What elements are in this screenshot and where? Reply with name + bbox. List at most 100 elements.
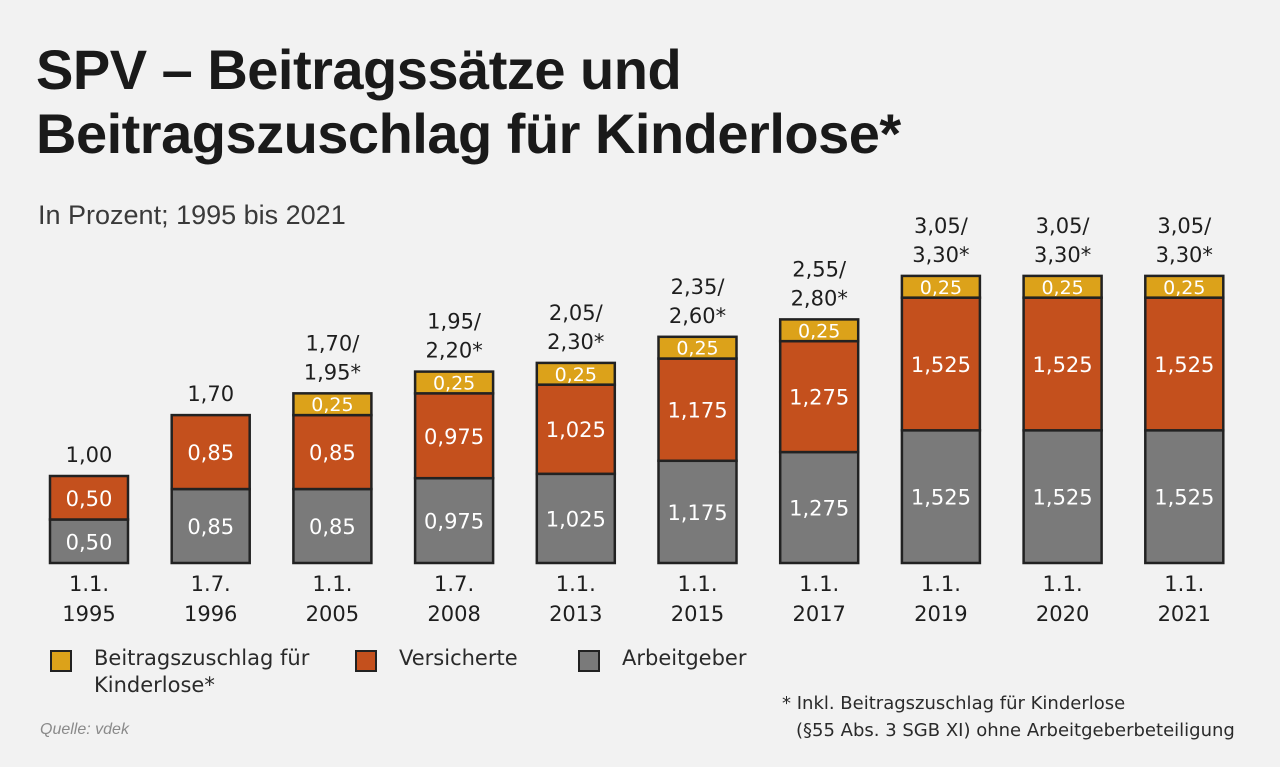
- bar-segment-zuschlag-8: [1022, 274, 1103, 299]
- x-tick-year-4: 2013: [549, 602, 602, 626]
- bar-segment-zuschlag-6: [778, 318, 860, 343]
- x-tick-date-3: 1.7.: [434, 572, 474, 596]
- total-label-6-1: 2,80*: [791, 286, 848, 310]
- footnote-line-1: * Inkl. Beitragszuschlag für Kinderlose: [782, 693, 1126, 714]
- x-tick-year-0: 1995: [62, 602, 115, 626]
- bar-segment-arbeitgeber-8: [1022, 429, 1103, 565]
- data-label-arbeitgeber-0: 0,50: [66, 530, 113, 554]
- x-tick-date-5: 1.1.: [677, 572, 717, 596]
- total-label-6-0: 2,55/: [792, 257, 847, 281]
- data-label-zuschlag-5: 0,25: [676, 338, 718, 360]
- x-tick-date-6: 1.1.: [799, 572, 839, 596]
- legend-swatch-zuschlag: [50, 650, 72, 672]
- legend-label-zuschlag: Beitragszuschlag für Kinderlose*: [94, 646, 310, 697]
- bar-segment-versicherte-9: [1144, 296, 1225, 432]
- data-label-versicherte-7: 1,525: [911, 353, 971, 377]
- total-label-9-1: 3,30*: [1156, 243, 1213, 267]
- bar-segment-versicherte-0: [48, 474, 130, 521]
- x-tick-date-8: 1.1.: [1043, 572, 1083, 596]
- legend-item-arbeitgeber: Arbeitgeber: [578, 645, 842, 672]
- data-label-arbeitgeber-6: 1,275: [789, 497, 849, 521]
- x-tick-year-6: 2017: [792, 602, 845, 626]
- title-line-2: Beitragszuschlag für Kinderlose*: [36, 102, 901, 165]
- legend: Beitragszuschlag für Kinderlose* Versich…: [0, 645, 1280, 705]
- bar-segment-versicherte-2: [292, 413, 373, 491]
- total-label-1-0: 1,70: [187, 382, 234, 406]
- title-line-1: SPV – Beitragssätze und: [36, 38, 682, 101]
- x-tick-date-1: 1.7.: [191, 572, 231, 596]
- total-label-3-1: 2,20*: [425, 339, 482, 363]
- x-tick-year-7: 2019: [914, 602, 967, 626]
- chart-subtitle: In Prozent; 1995 bis 2021: [38, 200, 346, 230]
- x-tick-date-9: 1.1.: [1164, 572, 1204, 596]
- data-label-arbeitgeber-5: 1,175: [667, 501, 727, 525]
- bar-segment-versicherte-3: [413, 392, 495, 480]
- data-label-zuschlag-8: 0,25: [1041, 277, 1083, 299]
- data-label-versicherte-9: 1,525: [1154, 353, 1214, 377]
- legend-label-arbeitgeber: Arbeitgeber: [622, 646, 747, 670]
- bar-segment-zuschlag-9: [1144, 274, 1225, 299]
- bar-segment-versicherte-5: [657, 357, 738, 463]
- data-label-arbeitgeber-1: 0,85: [187, 515, 234, 539]
- data-label-versicherte-5: 1,175: [667, 399, 727, 423]
- total-label-3-0: 1,95/: [427, 310, 482, 334]
- chart-title: SPV – Beitragssätze und Beitragszuschlag…: [36, 38, 901, 166]
- bar-segment-zuschlag-2: [292, 392, 373, 417]
- data-label-zuschlag-7: 0,25: [920, 277, 962, 299]
- x-tick-year-8: 2020: [1036, 602, 1089, 626]
- data-label-arbeitgeber-7: 1,525: [911, 486, 971, 510]
- data-label-versicherte-4: 1,025: [546, 418, 606, 442]
- data-label-zuschlag-4: 0,25: [555, 364, 597, 386]
- total-label-2-0: 1,70/: [305, 331, 360, 355]
- data-label-versicherte-8: 1,525: [1033, 353, 1093, 377]
- data-label-versicherte-2: 0,85: [309, 441, 356, 465]
- x-tick-date-7: 1.1.: [921, 572, 961, 596]
- bar-segment-zuschlag-4: [535, 361, 617, 386]
- x-tick-date-4: 1.1.: [556, 572, 596, 596]
- legend-swatch-arbeitgeber: [578, 650, 600, 672]
- stacked-bar-chart: 0,50 0,50 1,00 1.1. 1995 0,85 0,85 1,70 1.7. 1996…: [48, 214, 1225, 626]
- x-tick-year-3: 2008: [427, 602, 480, 626]
- total-label-0-0: 1,00: [66, 443, 113, 467]
- x-tick-date-2: 1.1.: [312, 572, 352, 596]
- data-label-arbeitgeber-2: 0,85: [309, 515, 356, 539]
- data-label-arbeitgeber-4: 1,025: [546, 507, 606, 531]
- data-label-zuschlag-3: 0,25: [433, 372, 475, 394]
- total-label-7-1: 3,30*: [912, 243, 969, 267]
- x-tick-year-5: 2015: [671, 602, 724, 626]
- bar-segment-zuschlag-3: [413, 370, 495, 395]
- footnote-line-2: (§55 Abs. 3 SGB XI) ohne Arbeitgeberbete…: [796, 720, 1235, 741]
- bar-segment-zuschlag-5: [657, 335, 738, 360]
- total-label-5-0: 2,35/: [671, 275, 726, 299]
- source-note: Quelle: vdek: [40, 721, 129, 738]
- legend-swatch-versicherte: [355, 650, 377, 672]
- total-label-8-0: 3,05/: [1036, 214, 1091, 238]
- legend-item-versicherte: Versicherte: [355, 645, 619, 672]
- data-label-versicherte-0: 0,50: [66, 487, 113, 511]
- total-label-2-1: 1,95*: [304, 360, 361, 384]
- bar-segment-versicherte-1: [170, 413, 251, 491]
- data-label-arbeitgeber-8: 1,525: [1033, 486, 1093, 510]
- bar-segment-arbeitgeber-7: [900, 429, 982, 565]
- data-label-arbeitgeber-9: 1,525: [1154, 486, 1214, 510]
- data-label-zuschlag-9: 0,25: [1163, 277, 1205, 299]
- bar-segment-versicherte-7: [900, 296, 982, 432]
- data-label-zuschlag-2: 0,25: [311, 394, 353, 416]
- x-tick-year-9: 2021: [1158, 602, 1211, 626]
- total-label-4-0: 2,05/: [549, 301, 604, 325]
- x-tick-date-0: 1.1.: [69, 572, 109, 596]
- bar-segment-zuschlag-7: [900, 274, 982, 299]
- total-label-8-1: 3,30*: [1034, 243, 1091, 267]
- x-tick-year-2: 2005: [306, 602, 359, 626]
- bar-segment-arbeitgeber-3: [413, 476, 495, 565]
- footnote: * Inkl. Beitragszuschlag für Kinderlose …: [782, 690, 1262, 744]
- data-label-versicherte-6: 1,275: [789, 386, 849, 410]
- total-label-7-0: 3,05/: [914, 214, 969, 238]
- legend-label-versicherte: Versicherte: [399, 646, 518, 670]
- total-label-5-1: 2,60*: [669, 304, 726, 328]
- bar-segment-arbeitgeber-5: [657, 459, 738, 565]
- x-tick-year-1: 1996: [184, 602, 237, 626]
- legend-item-zuschlag: Beitragszuschlag für Kinderlose*: [50, 645, 314, 699]
- total-label-9-0: 3,05/: [1157, 214, 1212, 238]
- data-label-arbeitgeber-3: 0,975: [424, 510, 484, 534]
